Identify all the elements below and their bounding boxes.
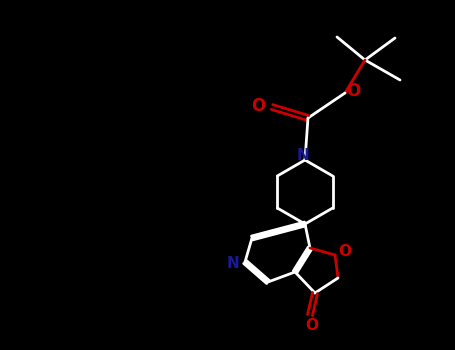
Text: O: O [251,97,265,115]
Text: O: O [346,82,360,100]
Text: N: N [297,147,309,162]
Text: O: O [305,317,318,332]
Text: O: O [339,245,352,259]
Text: N: N [227,257,239,272]
